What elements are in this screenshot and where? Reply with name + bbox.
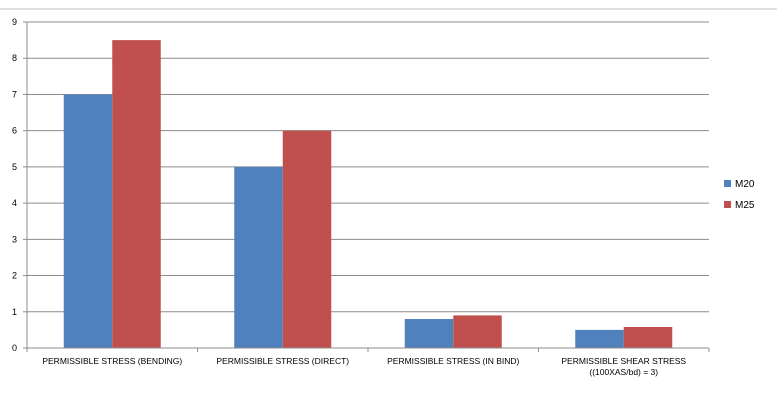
y-tick-label: 1 xyxy=(12,307,17,317)
y-tick-label: 4 xyxy=(12,198,17,208)
bar-m20 xyxy=(575,329,624,348)
x-category-label: PERMISSIBLE STRESS (DIRECT) xyxy=(216,356,349,366)
y-tick-label: 5 xyxy=(12,162,17,172)
y-tick-label: 8 xyxy=(12,53,17,63)
bar-m25 xyxy=(623,326,673,348)
axes xyxy=(26,22,710,352)
y-tick-label: 0 xyxy=(12,343,17,353)
bar-m20 xyxy=(63,94,113,348)
x-category-label: PERMISSIBLE STRESS (BENDING) xyxy=(42,356,182,366)
x-axis-labels: PERMISSIBLE STRESS (BENDING) PERMISSIBLE … xyxy=(42,356,686,377)
legend-swatch-m25 xyxy=(724,201,731,208)
legend-label-m25: M25 xyxy=(735,200,755,211)
x-category-label: PERMISSIBLE STRESS (IN BIND) xyxy=(387,356,519,366)
legend-swatch-m20 xyxy=(724,180,731,187)
bar-m25 xyxy=(282,130,332,348)
legend: M20 M25 xyxy=(724,179,755,211)
y-tick-label: 3 xyxy=(12,234,17,244)
y-tick-label: 9 xyxy=(12,17,17,27)
bar-m20 xyxy=(404,319,454,348)
x-category-label: ((100XAS/bd) = 3) xyxy=(589,367,658,377)
y-tick-label: 2 xyxy=(12,271,17,281)
bars xyxy=(63,40,673,348)
bar-m25 xyxy=(453,315,502,348)
x-category-label: PERMISSIBLE SHEAR STRESS xyxy=(561,356,686,366)
bar-m25 xyxy=(112,40,161,348)
legend-label-m20: M20 xyxy=(735,179,755,190)
y-axis-ticks: 0 1 2 3 4 5 6 7 8 9 xyxy=(12,17,27,353)
bar-m20 xyxy=(234,166,283,348)
y-tick-label: 6 xyxy=(12,126,17,136)
y-tick-label: 7 xyxy=(12,89,17,99)
